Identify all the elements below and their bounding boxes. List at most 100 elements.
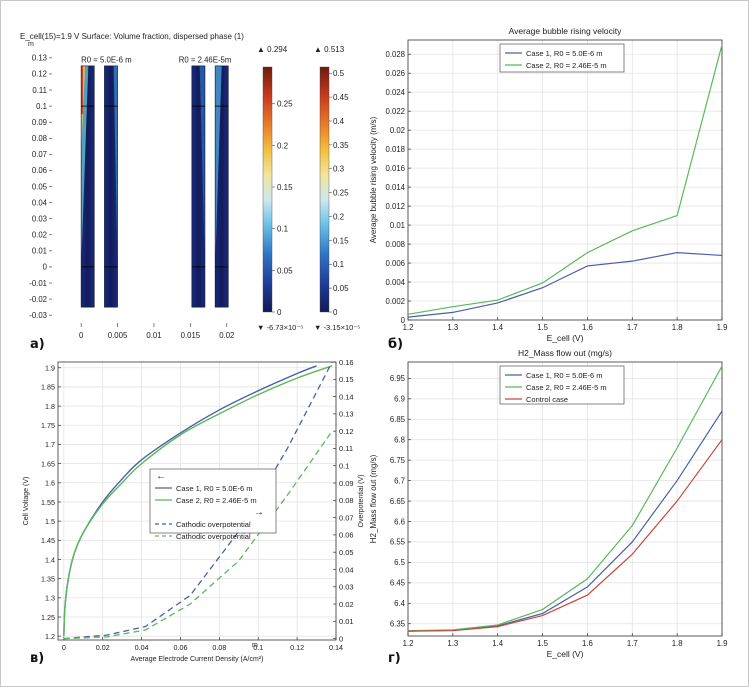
legend-entry: Case 1, R0 = 5.0E-6 m bbox=[176, 484, 253, 493]
legend-entry: Control case bbox=[526, 395, 568, 404]
y-tick-label: 0.1 bbox=[36, 102, 47, 111]
x-tick-label: 1.4 bbox=[492, 323, 504, 332]
electrode-outline bbox=[104, 65, 118, 308]
y-tick-label: -0.01 bbox=[29, 279, 47, 288]
colorbar-tick-label: 0.3 bbox=[333, 165, 345, 174]
panel-label: в) bbox=[30, 651, 44, 666]
colorbar-tick-label: 0.2 bbox=[333, 212, 345, 221]
x-tick-label: 1.2 bbox=[403, 639, 414, 648]
y-tick-label: 1.65 bbox=[41, 459, 55, 468]
colorbar-tick-label: 0.05 bbox=[277, 266, 293, 275]
y2-tick-label: 0.04 bbox=[339, 565, 354, 574]
y2-tick-label: 0.01 bbox=[339, 617, 354, 626]
y-tick-label: 0.01 bbox=[390, 221, 405, 230]
colorbar-tick-label: 0.35 bbox=[333, 141, 349, 150]
y-tick-label: 1.5 bbox=[45, 517, 55, 526]
annotation-label: R0 = 5.0E-6 m bbox=[81, 56, 132, 65]
chart-3: 6.35 6.4 6.45 6.5 6.55 6.6 6.65 6.7 6.75 6.8 6.85 6… bbox=[369, 348, 727, 659]
y-tick-label: 6.9 bbox=[394, 395, 405, 404]
y-tick-label: 6.6 bbox=[394, 517, 405, 526]
legend-entry: Case 2, R0 = 2.46E-5 m bbox=[526, 61, 607, 70]
plot-frame bbox=[57, 361, 337, 641]
y-tick-label: 0.012 bbox=[385, 202, 405, 211]
gas-plume bbox=[81, 65, 89, 267]
y-tick-label: 0.03 bbox=[32, 214, 47, 223]
x-tick-label: 1.7 bbox=[627, 639, 638, 648]
plot-frame bbox=[407, 361, 723, 637]
chart-1: 0 0.002 0.004 0.006 0.008 0.01 0.012 0.014 0.016… bbox=[369, 26, 727, 343]
x-tick-label: 1.9 bbox=[717, 639, 728, 648]
y2-tick-label: 0.1 bbox=[339, 462, 349, 471]
y2-tick-label: 0.05 bbox=[339, 548, 354, 557]
y-tick-label: 0.11 bbox=[32, 86, 47, 95]
y-tick-label: 1.4 bbox=[45, 555, 55, 564]
electrode-outline bbox=[80, 65, 95, 308]
colorbar-tick-label: 0 bbox=[277, 308, 282, 317]
x-tick-label: 1.4 bbox=[492, 639, 504, 648]
legend-axis-arrow: ← bbox=[156, 471, 166, 482]
y-tick-label: 0 bbox=[401, 316, 406, 325]
x-tick-label: 0.04 bbox=[135, 643, 149, 652]
y-axis-label: Average bubble rising velocity (m/s) bbox=[369, 116, 378, 243]
y-tick-label: 1.35 bbox=[41, 574, 55, 583]
gas-plume bbox=[113, 65, 118, 267]
y-tick-label: 0.05 bbox=[32, 182, 48, 191]
colorbar-max-label: ▲ 0.294 bbox=[257, 45, 288, 54]
chart-title: E_cell(15)=1.9 V Surface: Volume fractio… bbox=[20, 32, 244, 41]
y-tick-label: 6.5 bbox=[394, 558, 406, 567]
y-tick-label: 1.8 bbox=[45, 402, 55, 411]
series-line bbox=[407, 252, 723, 318]
y2-tick-label: 0.14 bbox=[339, 392, 354, 401]
y-tick-label: 1.75 bbox=[41, 421, 55, 430]
x-axis-label: E_cell (V) bbox=[547, 333, 584, 343]
y2-tick-label: 0.11 bbox=[339, 444, 353, 453]
colorbar-tick-label: 0.1 bbox=[333, 260, 345, 269]
legend-entry: Cathodic overpotential bbox=[176, 532, 251, 541]
x-tick-label: 0.015 bbox=[181, 331, 201, 340]
y-tick-label: 0.018 bbox=[385, 145, 405, 154]
legend-entry: Case 2, R0 = 2.46E-5 m bbox=[176, 496, 257, 505]
gas-plume bbox=[81, 65, 84, 115]
series-line bbox=[407, 439, 723, 632]
y-unit-label: m bbox=[28, 41, 34, 48]
y-tick-label: 0.022 bbox=[385, 107, 405, 116]
colorbar-tick-label: 0.15 bbox=[333, 236, 349, 245]
y-tick-label: 6.4 bbox=[394, 599, 406, 608]
x-tick-label: 1.6 bbox=[582, 639, 593, 648]
y-tick-label: 1.85 bbox=[41, 383, 55, 392]
y-tick-label: 0.08 bbox=[32, 134, 47, 143]
colorbar-tick-label: 0.1 bbox=[277, 225, 289, 234]
y-tick-label: 0.002 bbox=[385, 297, 405, 306]
x-tick-label: 0.06 bbox=[173, 643, 187, 652]
y-axis-label: H2_Mass flow out (mg/s) bbox=[369, 454, 378, 543]
field-plot: E_cell(15)=1.9 V Surface: Volume fractio… bbox=[20, 32, 360, 649]
y2-tick-label: 0.03 bbox=[339, 583, 354, 592]
panel-label: б) bbox=[388, 337, 403, 352]
y-tick-label: 6.45 bbox=[390, 579, 406, 588]
y-tick-label: 0.04 bbox=[32, 198, 48, 207]
y2-tick-label: 0.06 bbox=[339, 531, 354, 540]
colorbar-min-label: ▼ -6.73×10⁻⁵ bbox=[257, 323, 303, 332]
panel-label: а) bbox=[30, 337, 45, 352]
y2-axis-label: Overpotential (V) bbox=[358, 475, 365, 528]
y-tick-label: 6.75 bbox=[390, 456, 406, 465]
legend-entry: Case 1, R0 = 5.0E-6 m bbox=[526, 371, 603, 380]
x-tick-label: 1.3 bbox=[447, 639, 458, 648]
electrode-strip bbox=[104, 65, 118, 308]
plot-frame bbox=[407, 39, 723, 321]
y-tick-label: 0.01 bbox=[32, 247, 47, 256]
series-line bbox=[407, 44, 723, 315]
colorbar-tick-label: 0.5 bbox=[333, 69, 345, 78]
y2-tick-label: 0.12 bbox=[339, 427, 354, 436]
x-tick-label: 1.8 bbox=[672, 323, 683, 332]
y-tick-label: 0.12 bbox=[32, 70, 47, 79]
x-tick-label: 0 bbox=[62, 643, 66, 652]
y2-tick-label: 0.13 bbox=[339, 410, 354, 419]
y-tick-label: 1.6 bbox=[45, 479, 55, 488]
series-line-dashed bbox=[63, 430, 333, 640]
y-tick-label: 1.45 bbox=[41, 536, 55, 545]
y-tick-label: 6.35 bbox=[390, 620, 406, 629]
y-tick-label: 6.85 bbox=[390, 415, 406, 424]
y2-tick-label: 0.16 bbox=[339, 358, 354, 367]
